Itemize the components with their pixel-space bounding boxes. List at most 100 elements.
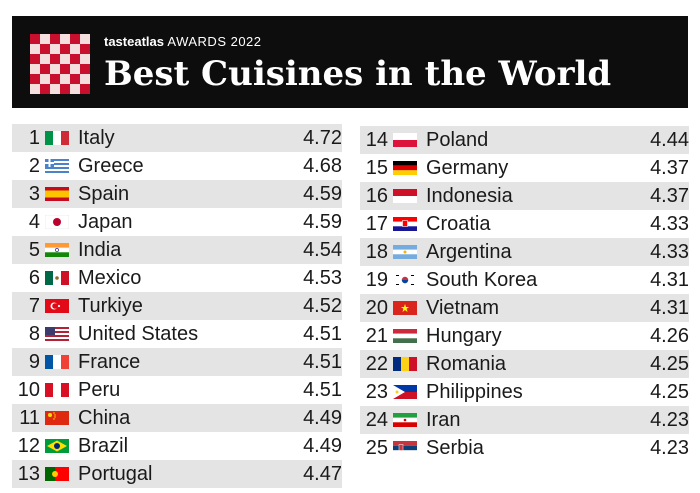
rank-number: 14 bbox=[365, 129, 388, 151]
country-name: India bbox=[78, 239, 122, 261]
ranking-row: 11 China 4.49 bbox=[12, 404, 342, 432]
rank-number: 13 bbox=[17, 463, 40, 485]
iran-flag-icon bbox=[393, 413, 417, 427]
country-name: Indonesia bbox=[426, 185, 513, 207]
score-value: 4.37 bbox=[650, 185, 689, 207]
rank-number: 1 bbox=[28, 127, 40, 149]
ranking-row: 14 Poland 4.44 bbox=[360, 126, 689, 154]
ranking-row: 13 Portugal 4.47 bbox=[12, 460, 342, 488]
ranking-row: 2 Greece 4.68 bbox=[12, 152, 342, 180]
score-value: 4.37 bbox=[650, 157, 689, 179]
ranking-row: 23 Philippines 4.25 bbox=[360, 378, 689, 406]
rank-number: 9 bbox=[28, 351, 40, 373]
rank-number: 19 bbox=[365, 269, 388, 291]
ranking-row: 9 France 4.51 bbox=[12, 348, 342, 376]
page-title: Best Cuisines in the World bbox=[104, 54, 612, 94]
south-korea-flag-icon bbox=[393, 273, 417, 287]
hungary-flag-icon bbox=[393, 329, 417, 343]
rank-number: 12 bbox=[17, 435, 40, 457]
rank-number: 5 bbox=[28, 239, 40, 261]
france-flag-icon bbox=[45, 355, 69, 369]
country-name: Brazil bbox=[78, 435, 129, 457]
rank-number: 21 bbox=[365, 325, 388, 347]
united-states-flag-icon bbox=[45, 327, 69, 341]
ranking-row: 7 Turkiye 4.52 bbox=[12, 292, 342, 320]
rank-number: 11 bbox=[19, 407, 40, 429]
country-name: Hungary bbox=[426, 325, 502, 347]
turkiye-flag-icon bbox=[45, 299, 69, 313]
rank-number: 7 bbox=[28, 295, 40, 317]
score-value: 4.31 bbox=[650, 297, 689, 319]
rank-number: 16 bbox=[365, 185, 388, 207]
country-name: Iran bbox=[426, 409, 461, 431]
country-name: Argentina bbox=[426, 241, 512, 263]
rank-number: 8 bbox=[28, 323, 40, 345]
rank-number: 25 bbox=[365, 437, 388, 459]
ranking-row: 15 Germany 4.37 bbox=[360, 154, 689, 182]
japan-flag-icon bbox=[45, 215, 69, 229]
rank-number: 23 bbox=[365, 381, 388, 403]
score-value: 4.51 bbox=[303, 351, 342, 373]
ranking-row: 22 Romania 4.25 bbox=[360, 350, 689, 378]
country-name: Vietnam bbox=[426, 297, 500, 319]
score-value: 4.72 bbox=[303, 127, 342, 149]
ranking-row: 1 Italy 4.72 bbox=[12, 124, 342, 152]
ranking-row: 17 Croatia 4.33 bbox=[360, 210, 689, 238]
score-value: 4.49 bbox=[303, 407, 342, 429]
score-value: 4.49 bbox=[303, 435, 342, 457]
score-value: 4.44 bbox=[650, 129, 689, 151]
ranking-row: 6 Mexico 4.53 bbox=[12, 264, 342, 292]
brand-awards: AWARDS 2022 bbox=[167, 34, 262, 49]
country-name: Philippines bbox=[426, 381, 523, 403]
country-name: Poland bbox=[426, 129, 489, 151]
country-name: Peru bbox=[78, 379, 121, 401]
ranking-row: 12 Brazil 4.49 bbox=[12, 432, 342, 460]
romania-flag-icon bbox=[393, 357, 417, 371]
ranking-row: 4 Japan 4.59 bbox=[12, 208, 342, 236]
score-value: 4.51 bbox=[303, 323, 342, 345]
score-value: 4.53 bbox=[303, 267, 342, 289]
philippines-flag-icon bbox=[393, 385, 417, 399]
country-name: Spain bbox=[78, 183, 130, 205]
croatia-flag-icon bbox=[393, 217, 417, 231]
portugal-flag-icon bbox=[45, 467, 69, 481]
ranking-row: 19 South Korea 4.31 bbox=[360, 266, 689, 294]
poland-flag-icon bbox=[393, 133, 417, 147]
country-name: Greece bbox=[78, 155, 144, 177]
rank-number: 6 bbox=[28, 267, 40, 289]
mexico-flag-icon bbox=[45, 271, 69, 285]
rank-number: 15 bbox=[365, 157, 388, 179]
indonesia-flag-icon bbox=[393, 189, 417, 203]
india-flag-icon bbox=[45, 243, 69, 257]
country-name: South Korea bbox=[426, 269, 538, 291]
ranking-row: 24 Iran 4.23 bbox=[360, 406, 689, 434]
score-value: 4.52 bbox=[303, 295, 342, 317]
country-name: China bbox=[78, 407, 131, 429]
score-value: 4.23 bbox=[650, 409, 689, 431]
rank-number: 17 bbox=[365, 213, 388, 235]
score-value: 4.33 bbox=[650, 241, 689, 263]
country-name: Romania bbox=[426, 353, 507, 375]
score-value: 4.31 bbox=[650, 269, 689, 291]
country-name: Portugal bbox=[78, 463, 153, 485]
score-value: 4.51 bbox=[303, 379, 342, 401]
score-value: 4.59 bbox=[303, 183, 342, 205]
country-name: United States bbox=[78, 323, 199, 345]
peru-flag-icon bbox=[45, 383, 69, 397]
checkered-tablecloth-logo bbox=[30, 34, 90, 94]
country-name: Serbia bbox=[426, 437, 484, 459]
rank-number: 10 bbox=[17, 379, 40, 401]
ranking-row: 8 United States 4.51 bbox=[12, 320, 342, 348]
score-value: 4.25 bbox=[650, 381, 689, 403]
country-name: Mexico bbox=[78, 267, 142, 289]
rank-number: 3 bbox=[28, 183, 40, 205]
ranking-column-right: 14 Poland 4.44 15 Germany 4.37 16 Indonesia 4.… bbox=[360, 126, 689, 462]
country-name: Japan bbox=[78, 211, 133, 233]
rank-number: 18 bbox=[365, 241, 388, 263]
rank-number: 4 bbox=[28, 211, 40, 233]
rank-number: 24 bbox=[365, 409, 388, 431]
country-name: France bbox=[78, 351, 141, 373]
country-name: Germany bbox=[426, 157, 509, 179]
rank-number: 2 bbox=[28, 155, 40, 177]
ranking-row: 5 India 4.54 bbox=[12, 236, 342, 264]
